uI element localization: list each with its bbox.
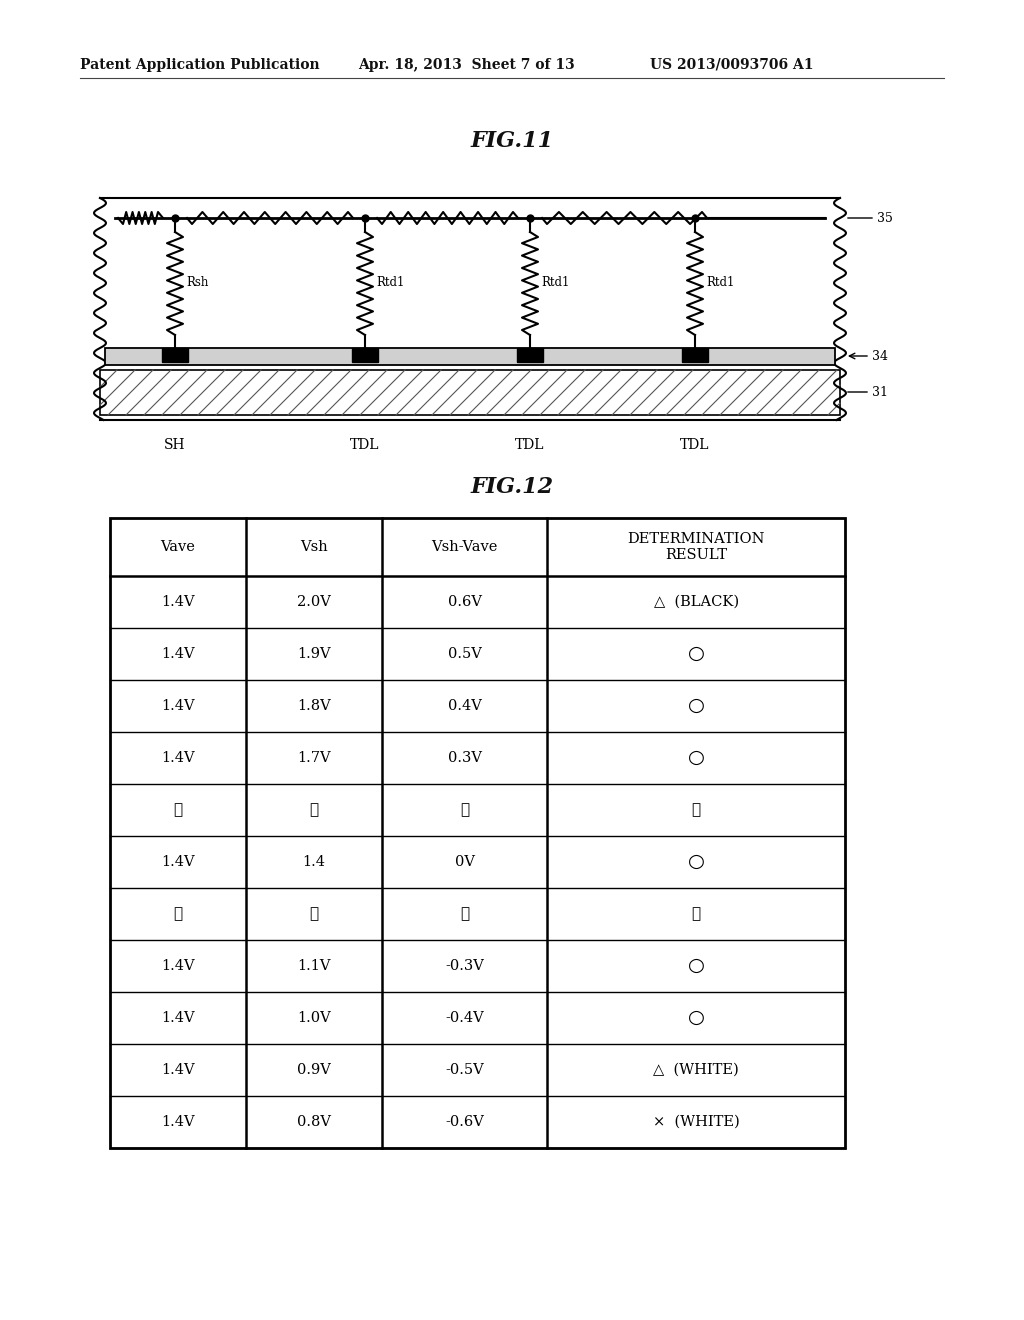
Bar [105,348,835,366]
Text: FIG.11: FIG.11 [470,129,554,152]
Text: -0.3V: -0.3V [445,960,484,973]
Text: TDL: TDL [515,438,545,451]
Text: -0.6V: -0.6V [445,1115,484,1129]
Text: 1.4V: 1.4V [161,960,195,973]
Text: ○: ○ [688,853,705,871]
Text: 0.4V: 0.4V [447,700,481,713]
Bar [517,348,543,362]
Text: ⋮: ⋮ [460,803,469,817]
Bar [162,348,188,362]
Text: 0.8V: 0.8V [297,1115,331,1129]
Text: 1.4V: 1.4V [161,751,195,766]
Text: ⋮: ⋮ [173,803,182,817]
Text: Patent Application Publication: Patent Application Publication [80,58,319,73]
Text: 0.9V: 0.9V [297,1063,331,1077]
Text: TDL: TDL [680,438,710,451]
Text: 35: 35 [877,211,893,224]
Text: 1.4V: 1.4V [161,700,195,713]
Text: US 2013/0093706 A1: US 2013/0093706 A1 [650,58,813,73]
Text: 34: 34 [872,350,888,363]
Text: 1.4V: 1.4V [161,1115,195,1129]
Text: 31: 31 [872,385,888,399]
Text: FIG.12: FIG.12 [470,477,554,498]
Text: ×  (WHITE): × (WHITE) [652,1115,739,1129]
Text: 1.4V: 1.4V [161,1063,195,1077]
Text: ⋮: ⋮ [691,907,700,921]
Text: △  (WHITE): △ (WHITE) [653,1063,739,1077]
Text: 2.0V: 2.0V [297,595,331,609]
Text: Rsh: Rsh [186,276,208,289]
Text: ○: ○ [688,957,705,975]
Text: 1.4V: 1.4V [161,855,195,869]
Text: 1.8V: 1.8V [297,700,331,713]
Text: ⋮: ⋮ [309,907,318,921]
Text: Rtd1: Rtd1 [706,276,734,289]
Text: Apr. 18, 2013  Sheet 7 of 13: Apr. 18, 2013 Sheet 7 of 13 [358,58,574,73]
Text: 1.4V: 1.4V [161,647,195,661]
Text: 0.3V: 0.3V [447,751,481,766]
Text: Vave: Vave [161,540,196,554]
Bar [352,348,378,362]
Text: Rtd1: Rtd1 [376,276,404,289]
Text: -0.4V: -0.4V [445,1011,484,1026]
Text: TDL: TDL [350,438,380,451]
Text: DETERMINATION
RESULT: DETERMINATION RESULT [628,532,765,562]
Text: △  (BLACK): △ (BLACK) [653,595,738,609]
Text: SH: SH [164,438,185,451]
Text: 0.5V: 0.5V [447,647,481,661]
Text: ○: ○ [688,645,705,663]
Text: ⋮: ⋮ [309,803,318,817]
Text: 1.7V: 1.7V [297,751,331,766]
Text: 1.4: 1.4 [302,855,326,869]
Text: ○: ○ [688,1008,705,1027]
Text: Vsh: Vsh [300,540,328,554]
Text: ○: ○ [688,697,705,715]
Text: -0.5V: -0.5V [445,1063,484,1077]
Text: 1.0V: 1.0V [297,1011,331,1026]
Bar [100,370,840,414]
Text: ⋮: ⋮ [173,907,182,921]
Text: Rtd1: Rtd1 [541,276,569,289]
Text: ○: ○ [688,748,705,767]
Text: 1.9V: 1.9V [297,647,331,661]
Text: 1.4V: 1.4V [161,595,195,609]
Text: 1.1V: 1.1V [297,960,331,973]
Bar [682,348,708,362]
Text: ⋮: ⋮ [691,803,700,817]
Text: 1.4V: 1.4V [161,1011,195,1026]
Text: 0V: 0V [455,855,475,869]
Bar [110,517,845,1148]
Text: Vsh-Vave: Vsh-Vave [431,540,498,554]
Text: 0.6V: 0.6V [447,595,481,609]
Text: ⋮: ⋮ [460,907,469,921]
